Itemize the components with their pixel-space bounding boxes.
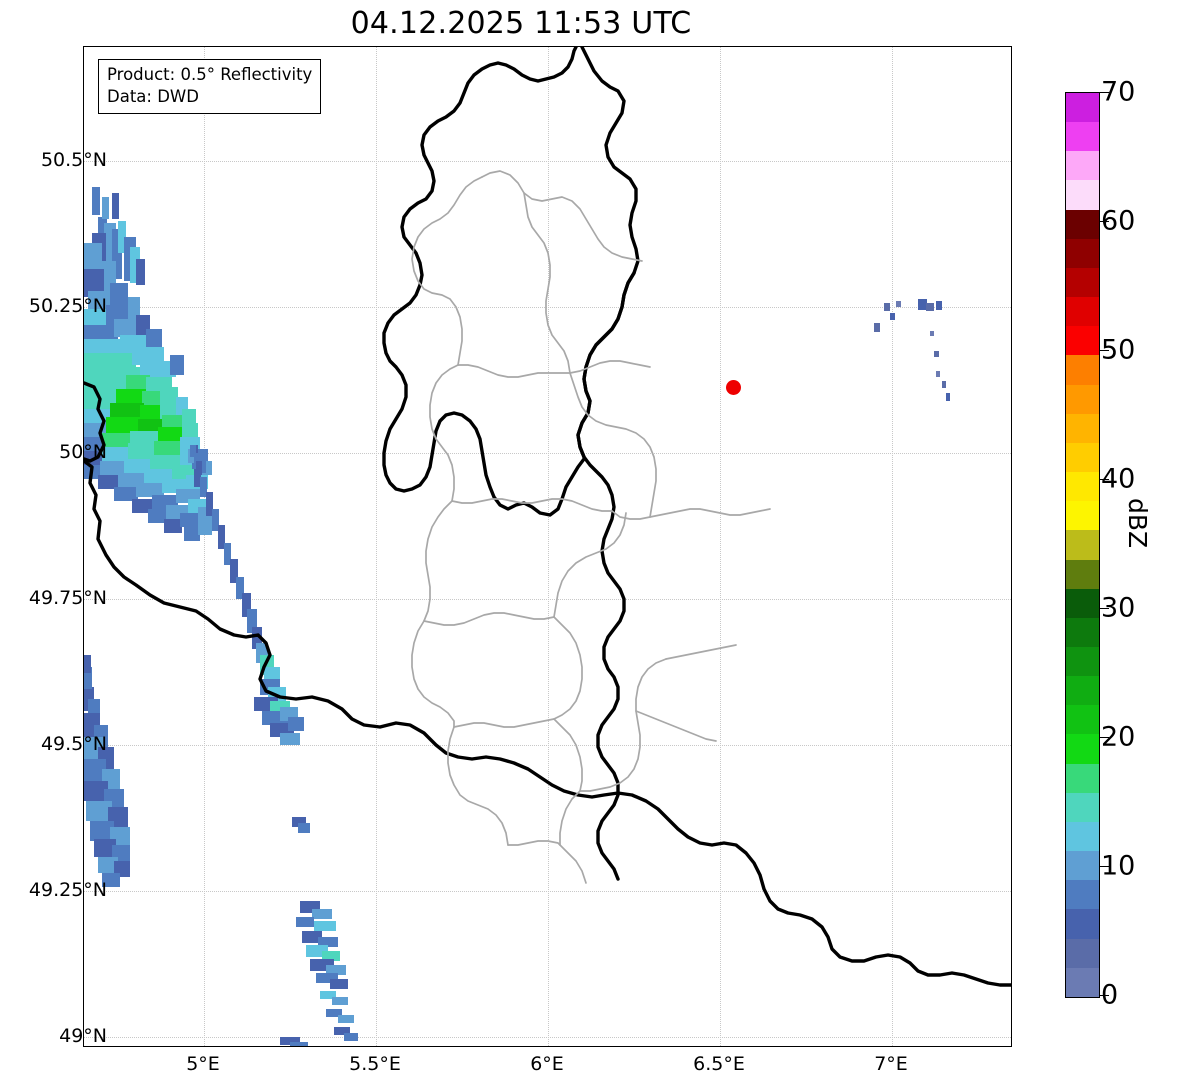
gridline-horizontal (84, 453, 1011, 454)
colorbar-band (1066, 122, 1099, 152)
page-title: 04.12.2025 11:53 UTC (350, 6, 692, 41)
colorbar-tick-label: 10 (1101, 850, 1136, 882)
gridline-horizontal (84, 161, 1011, 162)
colorbar-band (1066, 209, 1099, 239)
colorbar-band (1066, 851, 1099, 881)
colorbar-band (1066, 617, 1099, 647)
colorbar-band (1066, 180, 1099, 210)
y-tick-label: 50.5°N (40, 149, 107, 171)
x-tick-label: 5°E (186, 1053, 220, 1075)
radar-site-marker[interactable] (726, 380, 741, 395)
gridline-vertical (548, 47, 549, 1046)
colorbar-band (1066, 267, 1099, 298)
colorbar-band (1066, 326, 1099, 356)
gridline-vertical (376, 47, 377, 1046)
gridline-horizontal (84, 745, 1011, 746)
colorbar-band (1066, 297, 1099, 327)
colorbar-band (1066, 472, 1099, 502)
colorbar-tick-label: 20 (1101, 721, 1136, 753)
y-tick-label: 49°N (59, 1025, 107, 1047)
gridline-vertical (720, 47, 721, 1046)
colorbar-band (1066, 355, 1099, 385)
colorbar-tick-label: 30 (1101, 592, 1136, 624)
colorbar-tick-label: 70 (1101, 76, 1136, 108)
colorbar-band (1066, 588, 1099, 618)
colorbar-band (1066, 967, 1099, 997)
colorbar-band (1066, 763, 1099, 793)
colorbar-band (1066, 705, 1099, 735)
colorbar-tick-label: 60 (1101, 205, 1136, 237)
colorbar-band (1066, 792, 1099, 822)
gridline-horizontal (84, 599, 1011, 600)
colorbar-band (1066, 501, 1099, 531)
colorbar-band (1066, 413, 1099, 443)
country-border-layer (84, 47, 1011, 987)
colorbar-band (1066, 442, 1099, 473)
gridline-horizontal (84, 307, 1011, 308)
product-info-box: Product: 0.5° Reflectivity Data: DWD (98, 59, 322, 114)
x-tick-label: 7°E (874, 1053, 908, 1075)
colorbar-band (1066, 938, 1099, 968)
colorbar-tick-label: 40 (1101, 463, 1136, 495)
y-tick-label: 49.75°N (28, 587, 107, 609)
colorbar-band (1066, 909, 1099, 939)
colorbar-band (1066, 151, 1099, 181)
gridline-horizontal (84, 1037, 1011, 1038)
colorbar-band (1066, 238, 1099, 268)
colorbar-band (1066, 880, 1099, 910)
colorbar-band (1066, 676, 1099, 706)
y-tick-label: 50.25°N (28, 295, 107, 317)
colorbar-band (1066, 734, 1099, 764)
radar-map-plot[interactable]: Product: 0.5° Reflectivity Data: DWD (83, 46, 1012, 1047)
reflectivity-colorbar[interactable] (1065, 92, 1100, 998)
x-tick-label: 6.5°E (693, 1053, 745, 1075)
colorbar-band (1066, 384, 1099, 414)
gridline-vertical (892, 47, 893, 1046)
gridline-horizontal (84, 891, 1011, 892)
colorbar-axis-label: dBZ (1123, 498, 1152, 549)
colorbar-band (1066, 646, 1099, 677)
x-tick-label: 5.5°E (349, 1053, 401, 1075)
data-source-line: Data: DWD (107, 86, 199, 106)
colorbar-band (1066, 93, 1099, 123)
colorbar-band (1066, 530, 1099, 560)
y-tick-label: 49.5°N (40, 733, 107, 755)
colorbar-tick-label: 0 (1101, 979, 1119, 1011)
canton-boundary-layer (411, 170, 771, 884)
x-tick-label: 6°E (530, 1053, 564, 1075)
reflectivity-echo-layer (84, 187, 950, 1046)
colorbar-tick-label: 50 (1101, 334, 1136, 366)
colorbar-band (1066, 821, 1099, 852)
colorbar-band (1066, 559, 1099, 589)
y-tick-label: 50°N (59, 441, 107, 463)
y-tick-label: 49.25°N (28, 879, 107, 901)
gridline-vertical (204, 47, 205, 1046)
map-canvas (84, 47, 1011, 1046)
product-line: Product: 0.5° Reflectivity (107, 65, 313, 84)
